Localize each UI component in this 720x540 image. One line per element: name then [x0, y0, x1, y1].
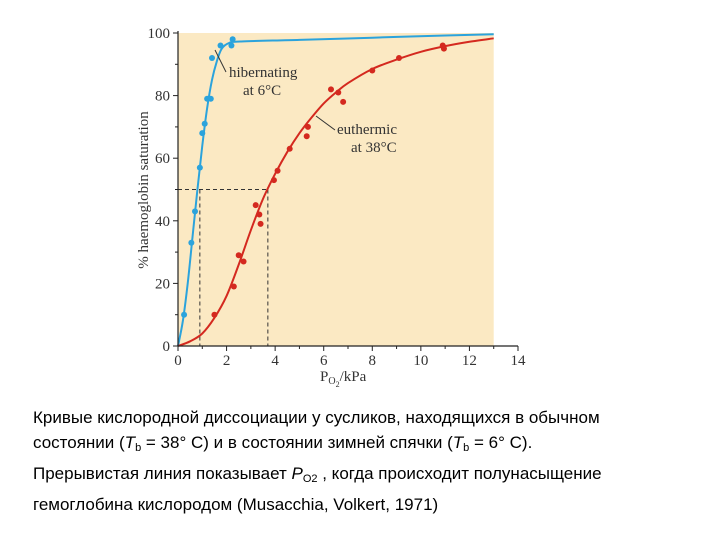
- euthermic-point-13: [335, 89, 342, 96]
- y-tick-label-5: 100: [148, 26, 171, 42]
- euthermic-point-8: [274, 167, 281, 174]
- data-points: [181, 36, 447, 318]
- euthermic-point-15: [369, 67, 376, 74]
- euthermic-point-4: [252, 202, 259, 209]
- y-axis-label: % haemoglobin saturation: [136, 111, 152, 269]
- hibernating-point-0: [181, 311, 188, 318]
- y-tick-label-2: 40: [155, 214, 170, 230]
- euthermic-point-0: [211, 311, 218, 318]
- x-tick-label-1: 2: [223, 353, 231, 369]
- euthermic-point-1: [230, 283, 237, 290]
- x-tick-label-5: 10: [413, 353, 428, 369]
- euthermic-point-16: [396, 55, 402, 62]
- euthermic-point-12: [328, 86, 334, 93]
- y-tick-label-0: 0: [163, 339, 171, 355]
- euthermic-point-3: [240, 258, 247, 265]
- euthermic-label-line-1: at 38°C: [351, 140, 397, 156]
- hibernating-point-7: [207, 95, 214, 102]
- hibernating-point-4: [199, 130, 206, 137]
- caption-line-4: гемоглобина кислородом (Musacchia, Volke…: [33, 495, 439, 514]
- euthermic-point-18: [440, 45, 447, 52]
- series-annotations: hibernating at 6°C euthermic at 38°C: [214, 49, 397, 156]
- hibernating-leader-line: [214, 49, 227, 73]
- hibernating-label-line-0: hibernating: [229, 65, 298, 81]
- euthermic-point-9: [286, 145, 293, 152]
- axes: [173, 31, 519, 351]
- y-tick-label-1: 20: [155, 276, 170, 292]
- x-tick-label-3: 6: [320, 353, 328, 369]
- hibernating-point-3: [196, 164, 203, 171]
- tick-labels: 0 2 4 6 8 10 12 14 0 20 40 60 80 100: [148, 26, 527, 369]
- curves: [177, 33, 494, 347]
- p50-guides: [178, 189, 269, 346]
- x-tick-label-0: 0: [174, 353, 182, 369]
- x-tick-label-6: 12: [462, 353, 477, 369]
- euthermic-point-5: [256, 211, 263, 218]
- caption-line-2: состоянии (Tb = 38° C) и в состоянии зим…: [33, 433, 533, 454]
- euthermic-point-11: [304, 123, 311, 130]
- euthermic-point-2: [235, 252, 242, 259]
- euthermic-curve: [177, 37, 494, 347]
- hibernating-point-9: [217, 42, 224, 49]
- hibernating-point-11: [229, 36, 236, 43]
- x-tick-label-7: 14: [511, 353, 527, 369]
- hibernating-curve: [177, 33, 494, 347]
- caption-line-3: Прерывистая линия показывает PO2 , когда…: [33, 464, 602, 485]
- euthermic-point-7: [270, 177, 277, 184]
- hibernating-label-line-1: at 6°C: [243, 83, 281, 99]
- x-tick-label-4: 8: [369, 353, 377, 369]
- hibernating-point-2: [192, 208, 198, 215]
- hibernating-point-1: [188, 239, 195, 246]
- x-axis-label: PO2/kPa: [320, 369, 367, 389]
- euthermic-label-line-0: euthermic: [337, 122, 397, 138]
- euthermic-leader-line: [315, 115, 336, 131]
- x-tick-label-2: 4: [271, 353, 279, 369]
- y-tick-label-4: 80: [155, 89, 170, 105]
- figure-caption: Кривые кислородной диссоциации у суслико…: [33, 405, 713, 517]
- euthermic-point-6: [257, 220, 264, 227]
- caption-line-1: Кривые кислородной диссоциации у суслико…: [33, 408, 600, 427]
- hibernating-point-10: [228, 42, 235, 49]
- hibernating-point-5: [201, 120, 208, 127]
- euthermic-point-10: [303, 133, 310, 140]
- euthermic-point-14: [340, 98, 347, 105]
- hibernating-point-8: [209, 55, 215, 62]
- y-tick-label-3: 60: [155, 151, 170, 167]
- oxygen-dissociation-chart: 0 2 4 6 8 10 12 14 0 20 40 60 80 100 hibernating at 6°…: [136, 26, 527, 389]
